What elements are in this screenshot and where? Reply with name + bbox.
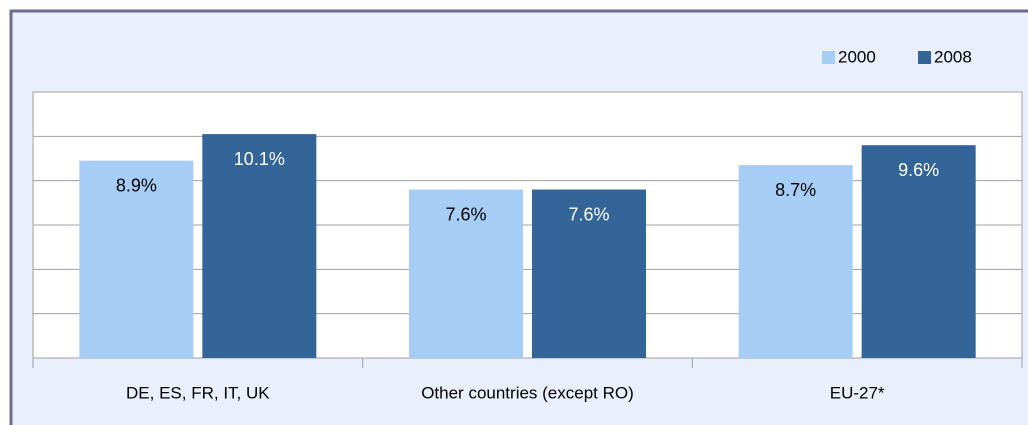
bar: [861, 145, 976, 358]
bar: [79, 160, 194, 358]
legend-swatch: [822, 51, 835, 64]
x-tick-label: DE, ES, FR, IT, UK: [126, 383, 270, 402]
bar: [409, 189, 523, 358]
data-label: 8.9%: [116, 175, 157, 195]
bar: [738, 165, 853, 358]
bar: [202, 134, 317, 358]
legend-label: 2008: [934, 47, 972, 66]
legend-label: 2000: [838, 47, 876, 66]
x-tick-label: EU-27*: [830, 383, 885, 402]
data-label: 8.7%: [775, 180, 816, 200]
x-tick-label: Other countries (except RO): [421, 383, 634, 402]
legend-swatch: [918, 51, 931, 64]
data-label: 7.6%: [568, 204, 609, 224]
bar: [532, 189, 646, 358]
data-label: 10.1%: [234, 149, 285, 169]
data-label: 7.6%: [445, 204, 486, 224]
data-label: 9.6%: [898, 160, 939, 180]
